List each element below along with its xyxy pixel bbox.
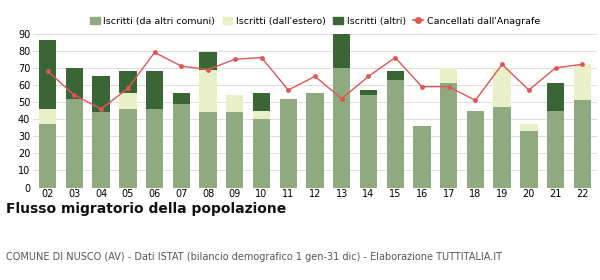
Bar	[199, 112, 217, 188]
Bar	[119, 94, 137, 109]
Bar	[119, 109, 137, 188]
Bar	[66, 68, 83, 99]
Bar	[547, 111, 564, 188]
Bar	[574, 100, 591, 188]
Text: COMUNE DI NUSCO (AV) - Dati ISTAT (bilancio demografico 1 gen-31 dic) - Elaboraz: COMUNE DI NUSCO (AV) - Dati ISTAT (bilan…	[6, 252, 502, 262]
Bar	[226, 95, 244, 112]
Bar	[253, 111, 270, 119]
Bar	[253, 94, 270, 111]
Bar	[360, 95, 377, 188]
Bar	[520, 131, 538, 188]
Bar	[146, 71, 163, 109]
Bar	[199, 52, 217, 69]
Bar	[547, 83, 564, 111]
Bar	[39, 109, 56, 124]
Bar	[173, 104, 190, 188]
Bar	[333, 34, 350, 68]
Bar	[253, 119, 270, 188]
Bar	[386, 80, 404, 188]
Bar	[440, 83, 457, 188]
Bar	[520, 124, 538, 131]
Bar	[280, 99, 297, 188]
Bar	[440, 68, 457, 83]
Bar	[66, 99, 83, 188]
Bar	[146, 109, 163, 188]
Bar	[39, 40, 56, 109]
Bar	[360, 90, 377, 95]
Legend: Iscritti (da altri comuni), Iscritti (dall'estero), Iscritti (altri), Cancellati: Iscritti (da altri comuni), Iscritti (da…	[90, 17, 540, 26]
Bar	[92, 112, 110, 188]
Bar	[39, 124, 56, 188]
Bar	[92, 76, 110, 112]
Bar	[574, 64, 591, 100]
Bar	[493, 107, 511, 188]
Bar	[199, 69, 217, 112]
Bar	[173, 94, 190, 104]
Bar	[333, 68, 350, 188]
Bar	[386, 71, 404, 80]
Bar	[226, 112, 244, 188]
Text: Flusso migratorio della popolazione: Flusso migratorio della popolazione	[6, 202, 286, 216]
Bar	[413, 126, 431, 188]
Bar	[467, 111, 484, 188]
Bar	[307, 94, 323, 188]
Bar	[119, 71, 137, 94]
Bar	[493, 68, 511, 107]
